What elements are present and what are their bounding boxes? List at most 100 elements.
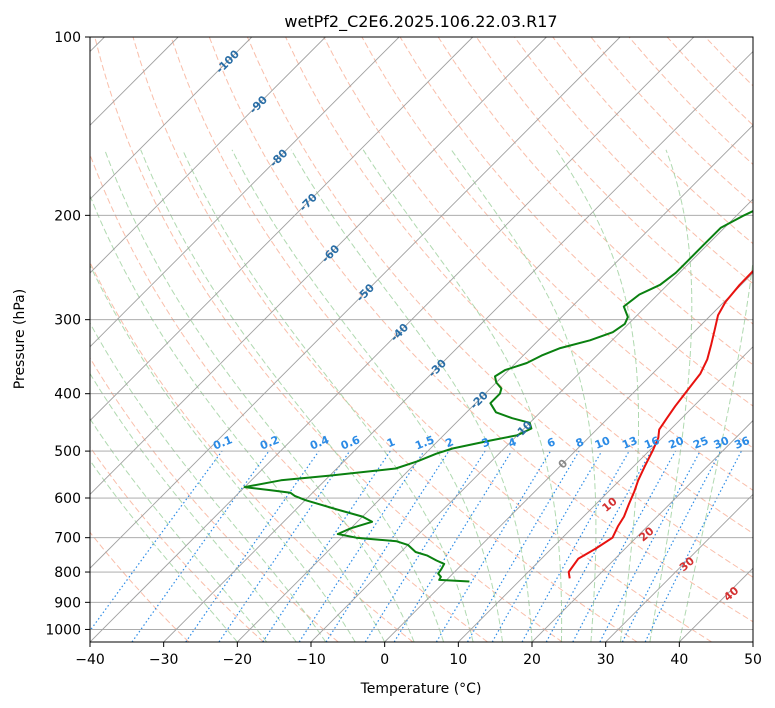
dry-adiabat-line [246,37,753,578]
y-tick-label: 800 [54,565,81,581]
mixing-ratio-label: 2 [444,435,456,450]
y-tick-label: 900 [54,595,81,611]
moist-adiabat-line [104,149,415,642]
isotherm-line [605,493,753,642]
x-tick-label: −40 [75,652,105,668]
mixing-ratio-labels: 0.1 0.2 0.4 0.6 1 1.5 2 3 4 6 8 10 13 16 20 25 30 36 [211,433,752,452]
isotherm-line [90,37,474,422]
moist-adiabat-line [90,417,268,642]
mixing-ratio-label: 3 [480,435,492,450]
x-tick-label: −20 [223,652,253,668]
x-tick-label: −30 [149,652,179,668]
dry-adiabat-line [437,37,753,366]
x-tick-label: 10 [449,652,467,668]
isotherm-label: -100 [213,47,242,76]
isotherm-label: -50 [354,281,377,304]
isotherm-line [531,419,753,642]
x-tick-label: 20 [523,652,541,668]
dry-adiabat-line [132,37,638,642]
y-axis-ticks: 100 200 300 400 500 600 700 800 900 1000 [45,30,90,638]
dry-adiabat-line [94,37,563,642]
mixing-ratio-label: 20 [667,434,686,452]
x-axis-label: Temperature (°C) [360,681,482,697]
moist-adiabat-line [231,149,503,642]
moist-adiabat-line [90,372,297,642]
mixing-ratio-line [262,450,391,642]
y-tick-label: 500 [54,444,81,460]
mixing-ratio-line [325,450,450,642]
mixing-ratio-label: 0.6 [339,433,362,452]
x-tick-label: −10 [296,652,326,668]
mixing-ratio-line [90,450,223,632]
y-axis-label: Pressure (hPa) [12,289,28,389]
mixing-ratio-line [644,450,742,642]
mixing-ratio-line [521,450,630,642]
isotherm-label: -20 [468,389,491,412]
mixing-ratio-label: 36 [733,434,752,452]
y-tick-label: 100 [54,30,81,46]
isotherm-label: -80 [267,146,290,169]
isotherm-line [90,37,326,274]
mixing-ratio-label: 25 [691,434,710,452]
dry-adiabat-line [361,37,753,449]
dry-adiabat-line [90,261,414,642]
y-tick-label: 300 [54,313,81,329]
dry-adiabat-line [170,37,712,642]
mixing-ratio-label: 8 [574,435,586,450]
mixing-ratio-line [466,450,580,642]
mixing-ratio-line [435,450,552,642]
isotherm-line [458,346,753,642]
moist-adiabat-label: 20 [636,524,656,544]
x-tick-label: 40 [670,652,688,668]
x-tick-label: 50 [744,652,762,668]
isotherm-line [310,198,753,642]
y-tick-label: 200 [54,208,81,224]
series-lines [243,210,753,583]
dry-adiabat-line [285,37,753,535]
moist-adiabat-line [290,149,533,642]
dry-adiabat-line [90,446,264,642]
isotherm-line [90,37,253,200]
mixing-ratio-label: 0.2 [258,433,281,452]
moist-adiabat-line [450,149,597,642]
mixing-ratio-line [298,450,425,642]
isotherm-label: -70 [297,191,320,214]
plot-frame [89,36,754,643]
dry-adiabat-line [704,37,753,87]
mixing-ratio-line [364,450,486,642]
dry-adiabat-line [90,531,190,642]
isotherm-labels: -100-90-80-70-60-50-40-30-20-100 [213,47,570,471]
isotherm-line [163,50,753,642]
dry-adiabat-line [90,153,488,642]
dry-adiabat-line [590,37,753,205]
isotherm-line [679,567,753,642]
isotherm-label: -90 [247,93,270,116]
temperature-profile-line [567,269,753,579]
x-tick-label: 0 [380,652,389,668]
isotherm-line [90,37,695,642]
dry-adiabat-line [666,37,753,126]
mixing-ratio-label: 30 [712,434,731,452]
mixing-ratio-label: 10 [593,434,612,452]
mixing-ratio-line [185,450,320,642]
mixing-ratio-line [218,450,351,642]
isotherm-line [90,37,400,348]
isotherm-line [237,124,753,642]
dry-adiabat-line [514,37,753,285]
mixing-ratio-label: 6 [545,435,557,450]
isotherm-line [752,641,753,642]
mixing-ratio-label: 16 [642,434,661,452]
mixing-ratio-label: 0.4 [308,433,331,452]
moist-adiabat-line [90,264,356,642]
mixing-ratio-line [545,450,652,642]
mixing-ratio-label: 0.1 [211,433,234,452]
y-tick-label: 600 [54,491,81,507]
dewpoint-profile-line [243,210,753,583]
isotherm-label: -30 [426,356,449,379]
isotherm-label: -10 [512,418,535,441]
moist-adiabat-label: 40 [721,584,741,604]
isotherm-line [90,37,621,569]
x-axis-ticks: −40 −30 −20 −10 0 10 20 30 40 50 [75,642,762,668]
y-tick-label: 1000 [45,622,81,638]
